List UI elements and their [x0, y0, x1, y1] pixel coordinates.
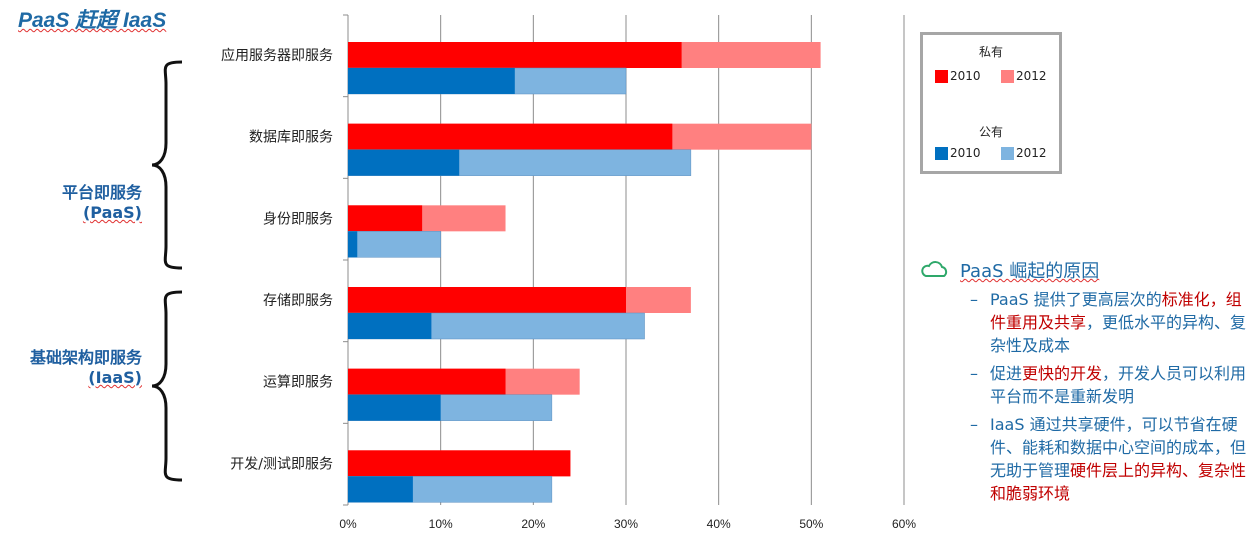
bar-private-2010 [348, 123, 673, 150]
group-label-iaas: 基础架构即服务 (IaaS) [0, 348, 142, 388]
bar-public-2010 [348, 149, 460, 176]
legend-public-2012: 2012 [1001, 146, 1047, 160]
category-label: 运算即服务 [263, 375, 333, 391]
notes-panel: PaaS 崛起的原因 – PaaS 提供了更高层次的标准化，组件重用及共享，更低水… [920, 257, 1250, 505]
group-abbr-iaas: (IaaS) [88, 368, 142, 387]
note-highlight: 硬件层上的异构、复杂性和脆弱环境 [990, 461, 1247, 503]
legend-public-title: 公有 [978, 125, 1003, 139]
legend-label-public-2012: 2012 [1016, 146, 1047, 160]
bar-public-2010 [348, 476, 413, 503]
brace-iaas [151, 290, 183, 482]
note-text: ，开发人员可以利用平台而不是重新发明 [990, 364, 1247, 406]
x-tick-label: 0% [339, 517, 357, 531]
notes-list: – PaaS 提供了更高层次的标准化，组件重用及共享，更低水平的异构、复杂性及成本… [920, 288, 1250, 505]
x-tick-label: 20% [521, 517, 545, 531]
page-title: PaaS 赶超 IaaS [18, 9, 167, 32]
bar-private-2010 [348, 287, 626, 313]
note-item: – IaaS 通过共享硬件，可以节省在硬件、能耗和数据中心空间的成本，但无助于管理… [920, 413, 1250, 505]
group-abbr-paas: (PaaS) [82, 203, 142, 222]
brace-paas [151, 60, 183, 270]
group-name-iaas: 基础架构即服务 [29, 348, 142, 367]
notes-heading-text: PaaS 崛起的原因 [960, 261, 1100, 282]
legend-private-2010: 2010 [935, 69, 981, 83]
bar-public-2010 [348, 231, 358, 258]
category-label: 应用服务器即服务 [221, 47, 333, 64]
legend-swatch-public-2010 [935, 146, 948, 160]
note-dash: – [970, 415, 978, 434]
bar-private-2010 [348, 450, 571, 477]
note-text: PaaS 提供了更高层次的 [990, 290, 1162, 309]
note-text: IaaS 通过共享硬件，可以节省在硬件、能耗和数据中心空间的成本，但无助于管理 [990, 415, 1247, 480]
note-text: 促进 [990, 364, 1023, 383]
legend-label-public-2010: 2010 [950, 146, 981, 160]
note-item: – PaaS 提供了更高层次的标准化，组件重用及共享，更低水平的异构、复杂性及成本 [920, 288, 1250, 357]
x-tick-label: 10% [429, 517, 453, 531]
bar-public-2012 [347, 231, 441, 258]
chart-legend: 私有 2010 2012 公有 2010 2012 [920, 32, 1062, 174]
note-item: – 促进更快的开发，开发人员可以利用平台而不是重新发明 [920, 362, 1250, 408]
legend-swatch-private-2012 [1001, 69, 1014, 83]
bar-private-2010 [348, 205, 423, 232]
bar-private-2010 [348, 42, 682, 68]
bar-public-2010 [348, 68, 515, 94]
x-tick-label: 30% [614, 517, 638, 531]
cloud-bullet-icon [921, 261, 948, 277]
legend-private-title: 私有 [978, 45, 1003, 59]
category-label: 数据库即服务 [249, 130, 333, 146]
legend-label-private-2010: 2010 [950, 69, 981, 83]
group-label-paas: 平台即服务 (PaaS) [10, 183, 142, 223]
legend-label-private-2012: 2012 [1016, 69, 1047, 83]
note-dash: – [970, 290, 978, 309]
x-tick-label: 40% [707, 517, 731, 531]
legend-private-2012: 2012 [1001, 69, 1047, 83]
category-label: 开发/测试即服务 [230, 456, 333, 472]
note-text: ，更低水平的异构、复杂性及成本 [990, 313, 1247, 355]
note-highlight: 更快的开发 [1022, 364, 1103, 383]
legend-public-2010: 2010 [935, 146, 981, 160]
bar-public-2010 [348, 394, 441, 421]
note-highlight: 标准化，组件重用及共享 [990, 290, 1242, 332]
legend-swatch-public-2012 [1001, 146, 1014, 160]
category-label: 存储即服务 [263, 293, 333, 309]
x-tick-label: 60% [892, 517, 916, 531]
group-name-paas: 平台即服务 [61, 183, 142, 202]
note-dash: – [970, 364, 978, 383]
bar-private-2010 [348, 368, 506, 395]
legend-swatch-private-2010 [935, 69, 948, 83]
category-label: 身份即服务 [263, 211, 333, 227]
x-tick-label: 50% [799, 517, 823, 531]
notes-heading: PaaS 崛起的原因 [920, 257, 1250, 283]
bar-public-2010 [348, 313, 432, 339]
